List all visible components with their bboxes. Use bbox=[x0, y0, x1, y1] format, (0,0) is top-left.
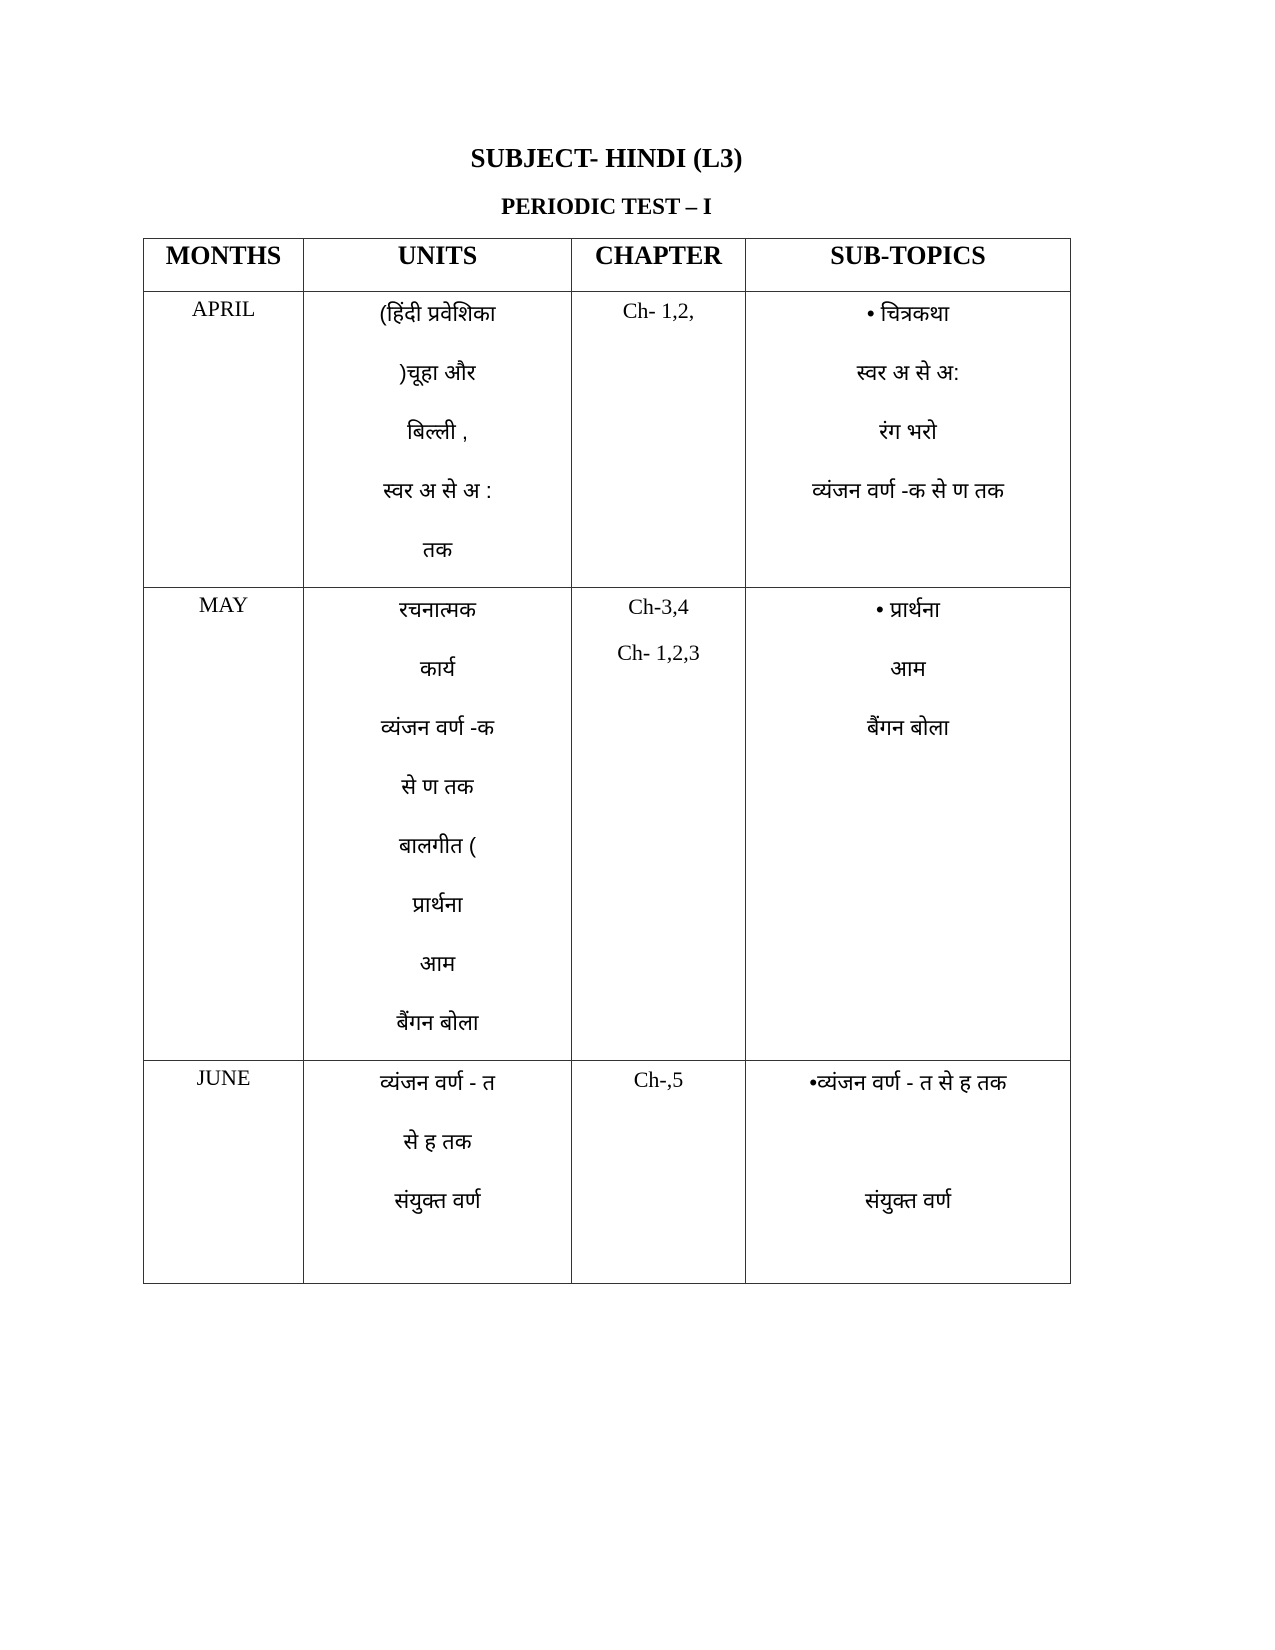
units-cell-line: व्यंजन वर्ण - त bbox=[379, 1070, 496, 1095]
units-cell: रचनात्मक कार्य व्यंजन वर्ण -क से ण तक बालगीत… bbox=[303, 587, 572, 1061]
units-cell-line: बिल्ली , bbox=[406, 419, 469, 444]
syllabus-table: MONTHS UNITS CHAPTER SUB-TOPICS APRIL (हि… bbox=[143, 238, 1071, 1284]
month-cell: JUNE bbox=[143, 1060, 304, 1284]
subtopics-cell-line: • प्रार्थना bbox=[876, 597, 940, 622]
units-cell-line: से ह तक bbox=[403, 1129, 472, 1154]
chapter-cell-line: Ch- 1,2,3 bbox=[617, 640, 700, 665]
header-row: MONTHS UNITS CHAPTER SUB-TOPICS bbox=[143, 238, 1071, 292]
header-chapter: CHAPTER bbox=[571, 238, 746, 292]
table-row: APRIL (हिंदी प्रवेशिका )चूहा और बिल्ली , स्व… bbox=[143, 291, 1071, 588]
units-cell-line: रचनात्मक bbox=[398, 597, 477, 622]
table-row: JUNE व्यंजन वर्ण - त से ह तक संयुक्त वर्ण Ch… bbox=[143, 1060, 1071, 1284]
document-subtitle: PERIODIC TEST – I bbox=[501, 194, 712, 219]
units-cell-line: तक bbox=[422, 537, 453, 562]
header-subtopics: SUB-TOPICS bbox=[745, 238, 1071, 292]
units-cell-line: )चूहा और bbox=[399, 360, 476, 385]
subtopics-cell: • प्रार्थना आम बैंगन बोला bbox=[745, 587, 1071, 1061]
chapter-cell: Ch-3,4 Ch- 1,2,3 bbox=[571, 587, 746, 1061]
units-cell: (हिंदी प्रवेशिका )चूहा और बिल्ली , स्वर अ स… bbox=[303, 291, 572, 588]
month-label: JUNE bbox=[196, 1065, 251, 1090]
subtopics-cell-line: स्वर अ से अ: bbox=[856, 360, 960, 385]
header-units: UNITS bbox=[303, 238, 572, 292]
subtopics-cell-line: आम bbox=[890, 656, 926, 681]
subtopics-cell-line: •व्यंजन वर्ण - त से ह तक bbox=[809, 1070, 1007, 1095]
units-cell-line: बैंगन बोला bbox=[396, 1010, 479, 1035]
subtopics-cell-line: रंग भरो bbox=[879, 419, 937, 444]
units-cell-line: (हिंदी प्रवेशिका bbox=[379, 301, 496, 326]
chapter-cell-line: Ch- 1,2, bbox=[622, 298, 695, 323]
subtopics-cell-line: व्यंजन वर्ण -क से ण तक bbox=[812, 478, 1004, 503]
month-label: MAY bbox=[198, 592, 249, 617]
subtopics-cell-line bbox=[746, 1120, 1070, 1179]
units-cell-line: से ण तक bbox=[401, 774, 474, 799]
subtopics-cell-line: संयुक्त वर्ण bbox=[864, 1188, 952, 1213]
units-cell-line: व्यंजन वर्ण -क bbox=[380, 715, 495, 740]
subtopics-cell: • चित्रकथा स्वर अ से अ: रंग भरो व्यंजन वर्ण… bbox=[745, 291, 1071, 588]
units-cell-line: बालगीत ( bbox=[398, 833, 477, 858]
chapter-cell: Ch-,5 bbox=[571, 1060, 746, 1284]
subtopics-cell: •व्यंजन वर्ण - त से ह तक संयुक्त वर्ण bbox=[745, 1060, 1071, 1284]
units-cell: व्यंजन वर्ण - त से ह तक संयुक्त वर्ण bbox=[303, 1060, 572, 1284]
units-cell-line: प्रार्थना bbox=[412, 892, 463, 917]
chapter-cell-line: Ch-,5 bbox=[633, 1067, 684, 1092]
document-title: SUBJECT- HINDI (L3) bbox=[470, 143, 743, 173]
units-cell-line: कार्य bbox=[419, 656, 456, 681]
month-cell: MAY bbox=[143, 587, 304, 1061]
month-cell: APRIL bbox=[143, 291, 304, 588]
chapter-cell-line: Ch-3,4 bbox=[628, 594, 689, 619]
chapter-cell: Ch- 1,2, bbox=[571, 291, 746, 588]
subtopics-cell-line: बैंगन बोला bbox=[866, 715, 950, 740]
units-cell-line: स्वर अ से अ : bbox=[383, 478, 492, 503]
header-months: MONTHS bbox=[143, 238, 304, 292]
table-row: MAY रचनात्मक कार्य व्यंजन वर्ण -क से ण तक बाल… bbox=[143, 587, 1071, 1061]
units-cell-line: आम bbox=[419, 951, 456, 976]
month-label: APRIL bbox=[191, 296, 256, 321]
subtopics-cell-line: • चित्रकथा bbox=[866, 301, 950, 326]
units-cell-line: संयुक्त वर्ण bbox=[394, 1188, 481, 1213]
